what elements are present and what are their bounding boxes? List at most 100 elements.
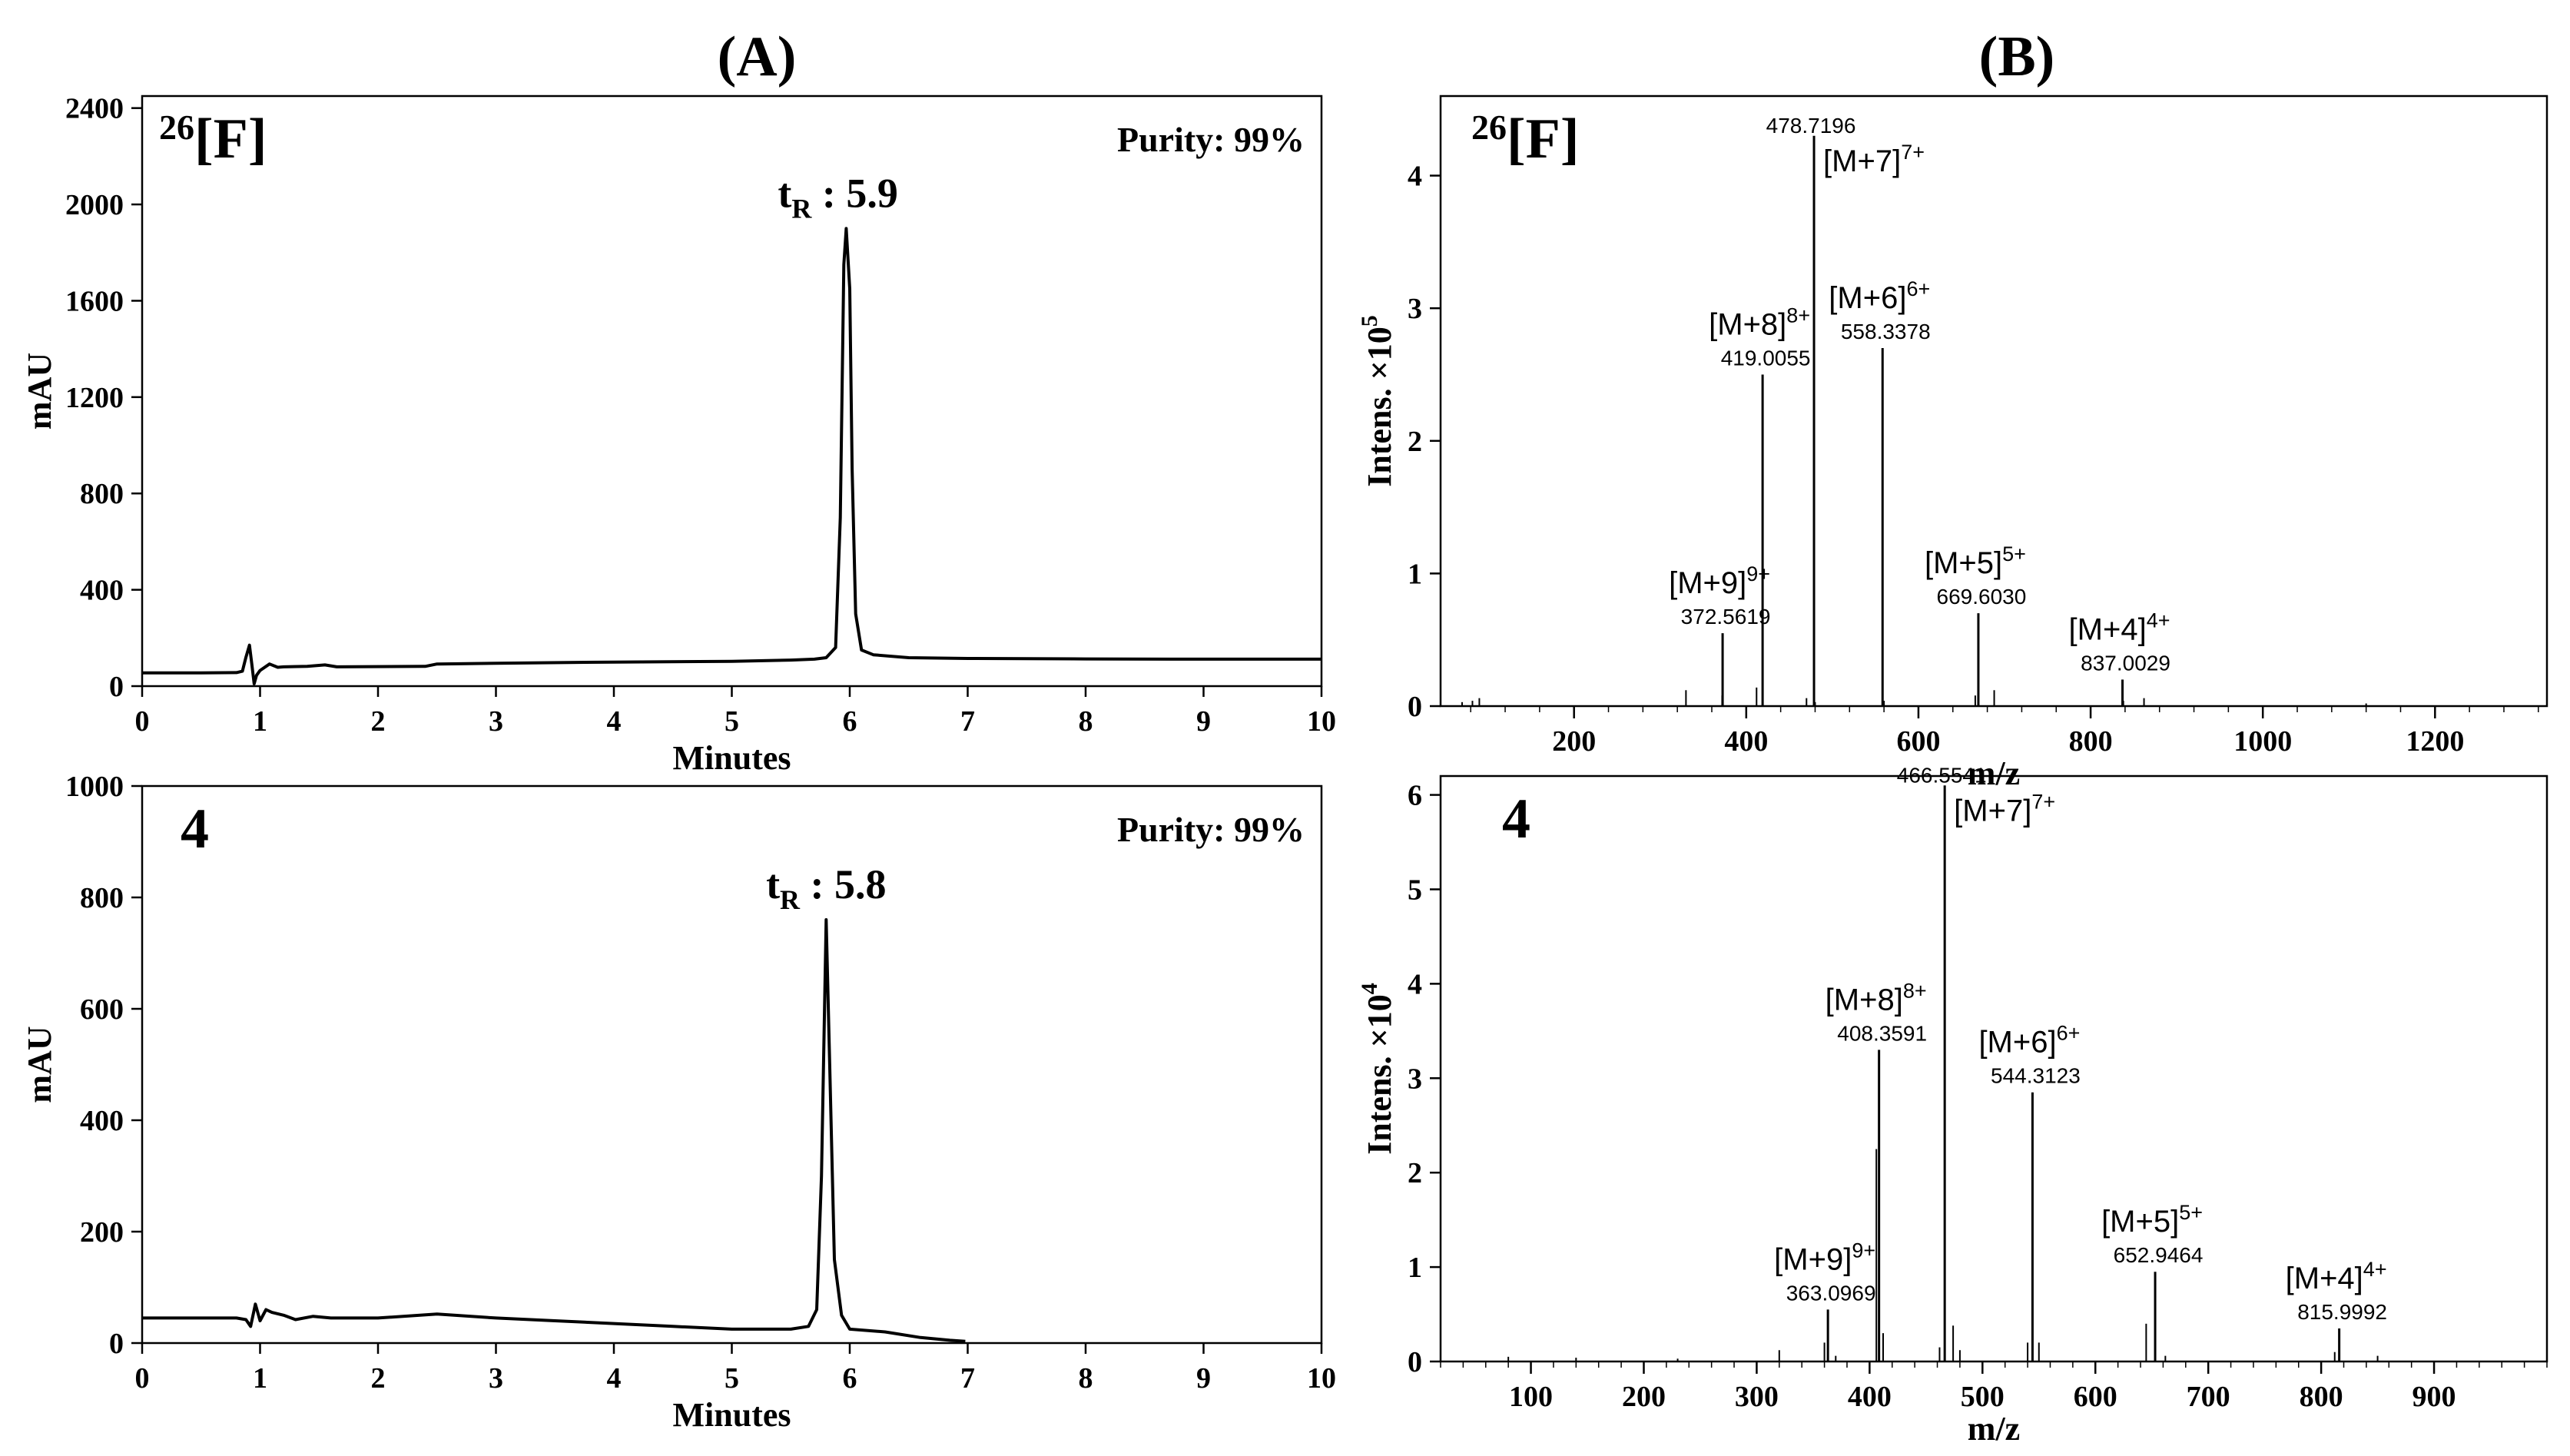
mz-label: 815.9992 xyxy=(2297,1300,2387,1324)
ms-chart-4: 100 200 300 400 500 600 700 800 900 0 1 2 3 4 5 6 363.09… xyxy=(1357,763,2548,1448)
compound-superscript: 26 xyxy=(159,108,194,147)
x-tick-label: 800 xyxy=(2069,725,2113,758)
x-axis-label: Minutes xyxy=(673,739,791,777)
ion-charge: 4+ xyxy=(2363,1258,2387,1281)
ion-charge: 6+ xyxy=(1906,277,1930,300)
x-tick-label: 0 xyxy=(135,705,150,738)
y-tick-label: 0 xyxy=(109,1328,124,1360)
retention-time-symbol: t xyxy=(778,170,791,216)
mz-label: 419.0055 xyxy=(1721,346,1811,370)
ion-charge: 7+ xyxy=(2031,790,2055,813)
ion-name: [M+4] xyxy=(2286,1262,2363,1295)
y-tick-label: 2400 xyxy=(65,93,124,125)
ion-name: [M+9] xyxy=(1669,566,1746,600)
y-axis-label: mAU xyxy=(21,1026,58,1103)
x-tick-label: 5 xyxy=(725,705,739,738)
ion-label: [M+5]5+ xyxy=(2101,1201,2203,1239)
ion-charge: 5+ xyxy=(2179,1201,2203,1224)
y-tick-label: 200 xyxy=(80,1216,124,1249)
x-tick-label: 1 xyxy=(253,1362,267,1395)
retention-time-subscript: R xyxy=(791,193,812,224)
y-axis-label: mAU xyxy=(21,353,58,430)
ion-label: [M+8]8+ xyxy=(1709,303,1810,341)
ion-label: [M+4]4+ xyxy=(2286,1258,2387,1295)
x-tick-label: 9 xyxy=(1196,1362,1211,1395)
compound-label: 4 xyxy=(1502,788,1530,851)
retention-time-label: tR : 5.8 xyxy=(766,861,886,915)
x-tick-label: 6 xyxy=(843,1362,857,1395)
x-axis-label: Minutes xyxy=(673,1396,791,1434)
y-axis-label-exponent: 4 xyxy=(1357,983,1382,994)
mz-label: 372.5619 xyxy=(1681,605,1771,629)
x-tick-label: 100 xyxy=(1509,1381,1553,1413)
hplc-chart-26F: 0 1 2 3 4 5 6 7 8 9 10 0 400 800 1200 1600 2000 2400 Minut… xyxy=(21,93,1336,777)
y-tick-label: 800 xyxy=(80,882,124,914)
retention-time-subscript: R xyxy=(780,884,801,915)
mz-label: 408.3591 xyxy=(1837,1021,1927,1045)
ion-charge: 8+ xyxy=(1786,303,1810,327)
ion-label: [M+7]7+ xyxy=(1823,141,1925,178)
y-tick-label: 0 xyxy=(109,671,124,703)
x-tick-label: 4 xyxy=(607,705,622,738)
retention-time-label: tR : 5.9 xyxy=(778,170,897,224)
ion-name: [M+8] xyxy=(1709,307,1786,341)
y-tick-label: 0 xyxy=(1408,1346,1422,1378)
x-tick-label: 10 xyxy=(1307,705,1336,738)
y-tick-label: 600 xyxy=(80,993,124,1026)
x-tick-label: 7 xyxy=(960,1362,975,1395)
plot-frame xyxy=(141,95,1323,688)
y-tick-label: 3 xyxy=(1408,293,1422,325)
mz-label: 478.7196 xyxy=(1766,114,1856,138)
y-axis-label-text: Intens. ×10 xyxy=(1361,994,1398,1154)
y-axis-label-text: Intens. ×10 xyxy=(1361,327,1398,486)
y-tick-label: 2 xyxy=(1408,426,1422,458)
plot-frame xyxy=(1439,774,2548,1363)
x-tick-label: 4 xyxy=(607,1362,622,1395)
ion-charge: 9+ xyxy=(1852,1239,1875,1262)
y-tick-label: 4 xyxy=(1408,968,1422,1000)
x-tick-label: 800 xyxy=(2300,1381,2343,1413)
ion-name: [M+8] xyxy=(1826,983,1903,1017)
x-tick-label: 3 xyxy=(489,705,503,738)
mz-label: 652.9464 xyxy=(2114,1243,2204,1267)
ion-name: [M+7] xyxy=(1823,144,1901,178)
ion-name: [M+6] xyxy=(1978,1026,2056,1060)
retention-time-value: : 5.9 xyxy=(811,170,897,216)
ion-name: [M+5] xyxy=(2101,1205,2179,1239)
y-tick-label: 400 xyxy=(80,575,124,607)
x-tick-label: 3 xyxy=(489,1362,503,1395)
ion-label: [M+9]9+ xyxy=(1669,562,1770,600)
x-tick-label: 5 xyxy=(725,1362,739,1395)
ion-label: [M+4]4+ xyxy=(2069,609,2170,646)
x-tick-label: 600 xyxy=(2074,1381,2117,1413)
mz-label: 544.3123 xyxy=(1991,1064,2081,1088)
x-tick-label: 2 xyxy=(371,705,386,738)
y-tick-label: 2000 xyxy=(65,189,124,221)
compound-name: 4 xyxy=(1502,788,1530,851)
x-tick-label: 2 xyxy=(371,1362,386,1395)
y-tick-label: 1200 xyxy=(65,382,124,414)
y-tick-label: 1 xyxy=(1408,558,1422,590)
y-tick-label: 800 xyxy=(80,478,124,510)
panel-label-b: (B) xyxy=(1979,25,2055,88)
y-tick-label: 1000 xyxy=(65,771,124,803)
x-tick-label: 300 xyxy=(1735,1381,1779,1413)
x-tick-label: 10 xyxy=(1307,1362,1336,1395)
x-tick-label: 9 xyxy=(1196,705,1211,738)
x-tick-label: 200 xyxy=(1622,1381,1666,1413)
chromatogram-trace xyxy=(142,227,1321,685)
y-tick-label: 4 xyxy=(1408,161,1422,193)
compound-label: 26[F] xyxy=(1471,108,1580,171)
ion-name: [M+7] xyxy=(1954,794,2031,827)
y-tick-label: 6 xyxy=(1408,780,1422,812)
x-tick-label: 900 xyxy=(2412,1381,2456,1413)
y-axis-label: Intens. ×104 xyxy=(1357,983,1398,1154)
ion-name: [M+6] xyxy=(1829,281,1906,315)
x-tick-label: 6 xyxy=(843,705,857,738)
ms-chart-26F: 200 400 600 800 1000 1200 0 1 2 3 4 372.5619 [M+9]9+… xyxy=(1357,95,2548,792)
ion-name: [M+9] xyxy=(1774,1242,1852,1276)
y-tick-label: 0 xyxy=(1408,691,1422,723)
y-axis-label: Intens. ×105 xyxy=(1357,315,1398,486)
mz-label: 363.0969 xyxy=(1786,1281,1876,1305)
